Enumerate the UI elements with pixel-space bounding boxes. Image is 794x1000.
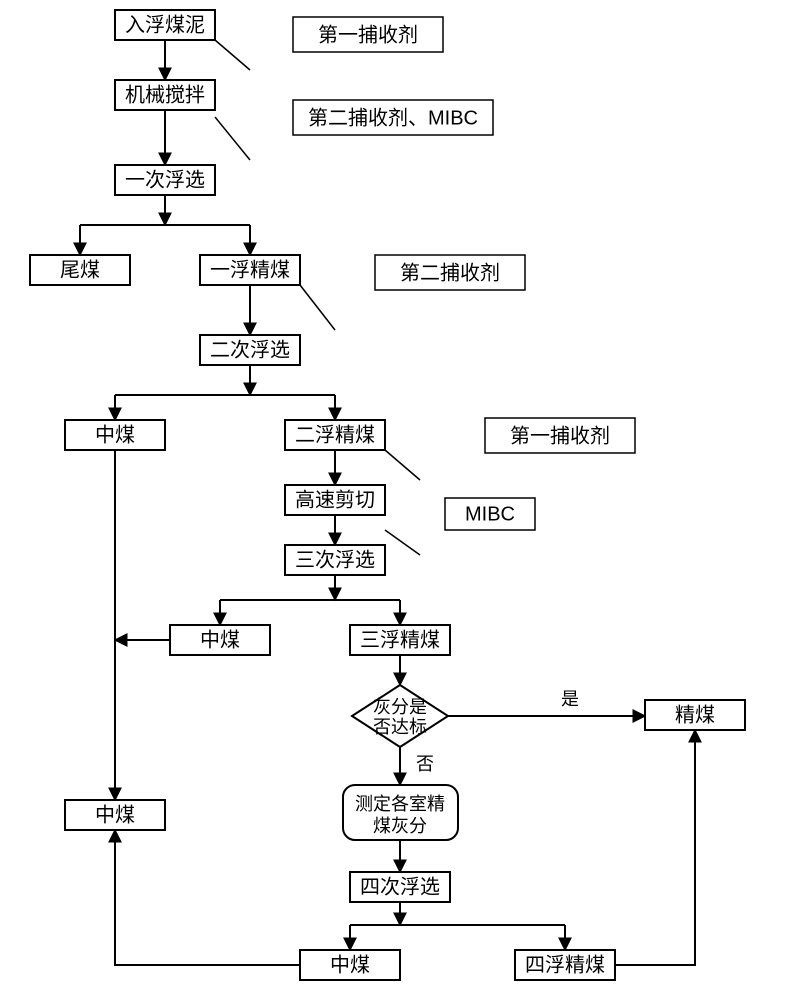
node-label: 三浮精煤 (360, 628, 440, 651)
side-label-text: 第二捕收剂、MIBC (308, 106, 478, 129)
node-label: 一次浮选 (125, 168, 205, 191)
node-label: 机械搅拌 (125, 83, 205, 106)
node-n16: 四次浮选 (350, 872, 450, 902)
node-label: 三次浮选 (295, 548, 375, 571)
side-label-5: MIBC (445, 498, 535, 530)
node-label: 四浮精煤 (525, 953, 605, 976)
side-label-1: 第一捕收剂 (293, 17, 443, 52)
slash (385, 530, 420, 555)
decision-no-label: 否 (416, 754, 434, 774)
node-n19: 四浮精煤 (515, 950, 615, 980)
node-n3: 一次浮选 (115, 165, 215, 195)
side-label-4: 第一捕收剂 (485, 418, 635, 453)
side-label-text: 第一捕收剂 (318, 23, 418, 46)
node-n11: 中煤 (170, 625, 270, 655)
side-label-text: 第一捕收剂 (510, 424, 610, 447)
node-label: 精煤 (675, 703, 715, 726)
flowchart-canvas: 第一捕收剂 第二捕收剂、MIBC 第二捕收剂 第一捕收剂 MIBC 入浮煤泥 机… (0, 0, 794, 1000)
node-label-line2: 煤灰分 (373, 816, 427, 836)
slash (215, 117, 250, 160)
node-label: 二次浮选 (210, 338, 290, 361)
node-label-line1: 灰分是 (373, 697, 427, 717)
node-n14: 精煤 (645, 700, 745, 730)
slash (215, 40, 250, 70)
node-n10: 三次浮选 (285, 545, 385, 575)
node-label: 入浮煤泥 (125, 13, 205, 36)
node-n12: 三浮精煤 (350, 625, 450, 655)
node-label: 二浮精煤 (295, 423, 375, 446)
node-n7: 中煤 (65, 420, 165, 450)
decision-yes-label: 是 (561, 689, 579, 709)
side-label-3: 第二捕收剂 (375, 255, 525, 290)
node-label-line2: 否达标 (373, 717, 427, 737)
node-label: 尾煤 (60, 258, 100, 281)
node-n4: 尾煤 (30, 255, 130, 285)
node-label: 中煤 (95, 803, 135, 826)
node-n17: 中煤 (65, 800, 165, 830)
node-n18: 中煤 (300, 950, 400, 980)
node-label: 中煤 (330, 953, 370, 976)
node-label: 一浮精煤 (210, 258, 290, 281)
node-label: 中煤 (95, 423, 135, 446)
slash (300, 285, 335, 330)
node-n13-decision: 灰分是 否达标 (352, 685, 448, 747)
edge (615, 730, 695, 965)
node-n1: 入浮煤泥 (115, 10, 215, 40)
node-n5: 一浮精煤 (200, 255, 300, 285)
slash (385, 450, 420, 480)
node-n2: 机械搅拌 (115, 80, 215, 110)
edge (115, 830, 300, 965)
node-label-line1: 测定各室精 (355, 794, 445, 814)
node-n15: 测定各室精 煤灰分 (343, 785, 458, 840)
node-label: 高速剪切 (295, 488, 375, 511)
node-n9: 高速剪切 (285, 485, 385, 515)
node-n6: 二次浮选 (200, 335, 300, 365)
side-label-2: 第二捕收剂、MIBC (293, 100, 493, 135)
node-label: 中煤 (200, 628, 240, 651)
node-n8: 二浮精煤 (285, 420, 385, 450)
node-label: 四次浮选 (360, 875, 440, 898)
side-label-text: 第二捕收剂 (400, 261, 500, 284)
side-label-text: MIBC (465, 503, 515, 525)
